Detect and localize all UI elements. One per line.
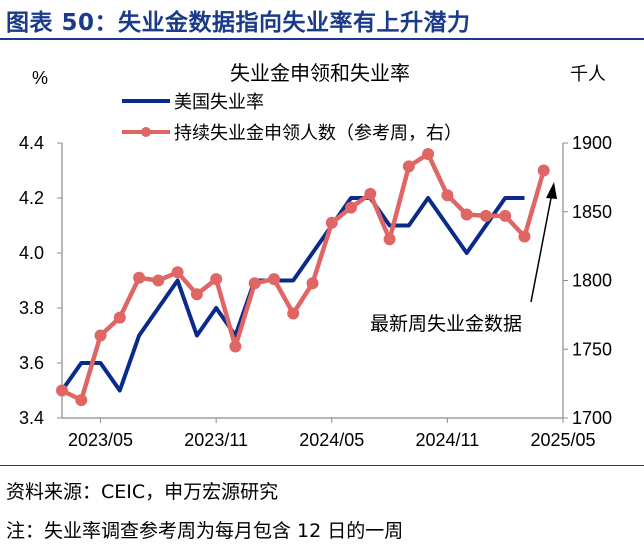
continuing-claims-point — [94, 329, 107, 342]
x-tick-label: 2025/05 — [530, 430, 595, 450]
legend-label-unemployment: 美国失业率 — [174, 92, 264, 113]
continuing-claims-point — [113, 311, 126, 324]
y-right-tick-label: 1800 — [572, 271, 612, 291]
continuing-claims-point — [133, 271, 146, 284]
continuing-claims-point — [56, 384, 68, 397]
y-left-tick-label: 3.6 — [19, 353, 44, 373]
continuing-claims-point — [325, 216, 338, 229]
source-note: 资料来源：CEIC，申万宏源研究 — [6, 481, 279, 503]
continuing-claims-point — [441, 189, 454, 202]
y-left-tick-label: 4.0 — [19, 243, 44, 263]
y-left-unit: % — [32, 68, 48, 88]
title-rule — [0, 38, 644, 40]
unemployment-rate-line — [60, 196, 525, 393]
continuing-claims-point — [190, 288, 203, 301]
y-left-tick-label: 4.2 — [19, 188, 44, 208]
chart-svg: 失业金申领和失业率 % 千人 美国失业率 持续失业金申领人数（参考周，右） 3.… — [19, 61, 612, 450]
y-left-tick-label: 4.4 — [19, 133, 44, 153]
y-left-tick-label: 3.4 — [19, 408, 44, 428]
y-right-tick-label: 1700 — [572, 408, 612, 428]
continuing-claims-point — [518, 230, 531, 243]
legend-marker-claims — [141, 127, 151, 137]
x-tick-label: 2023/11 — [184, 430, 248, 450]
y-right-tick-label: 1850 — [572, 202, 612, 222]
continuing-claims-point — [268, 273, 280, 286]
continuing-claims-point — [152, 274, 165, 287]
y-right-tick-label: 1900 — [572, 133, 612, 153]
continuing-claims-point — [287, 307, 300, 320]
continuing-claims-point — [229, 340, 242, 353]
annotation-arrow — [530, 192, 553, 303]
continuing-claims-point — [402, 160, 415, 173]
continuing-claims-point — [460, 208, 473, 221]
footnote: 注：失业率调查参考周为每月包含 12 日的一周 — [6, 520, 404, 542]
x-tick-label: 2024/05 — [299, 430, 364, 450]
continuing-claims-point — [364, 187, 377, 200]
continuing-claims-point — [75, 394, 88, 407]
x-tick-label: 2024/11 — [416, 430, 480, 450]
continuing-claims-point — [345, 201, 357, 214]
y-left-tick-label: 3.8 — [19, 298, 44, 318]
continuing-claims-point — [248, 277, 261, 290]
continuing-claims-point — [210, 273, 223, 286]
annotation-text: 最新周失业金数据 — [370, 313, 522, 335]
continuing-claims-point — [499, 209, 512, 222]
continuing-claims-point — [171, 266, 184, 279]
chart-title: 失业金申领和失业率 — [230, 61, 410, 85]
y-right-unit: 千人 — [570, 64, 606, 85]
bottom-rule — [0, 465, 644, 466]
y-right-tick-label: 1750 — [572, 339, 612, 359]
figure-title: 图表 50：失业金数据指向失业率有上升潜力 — [6, 10, 471, 36]
continuing-claims-point — [537, 164, 550, 177]
annotation-arrowhead — [546, 182, 557, 199]
x-tick-label: 2023/05 — [68, 430, 133, 450]
continuing-claims-point — [306, 277, 319, 290]
continuing-claims-point — [383, 233, 396, 246]
legend-label-claims: 持续失业金申领人数（参考周，右） — [174, 123, 462, 144]
continuing-claims-point — [422, 148, 435, 160]
continuing-claims-point — [479, 209, 492, 222]
